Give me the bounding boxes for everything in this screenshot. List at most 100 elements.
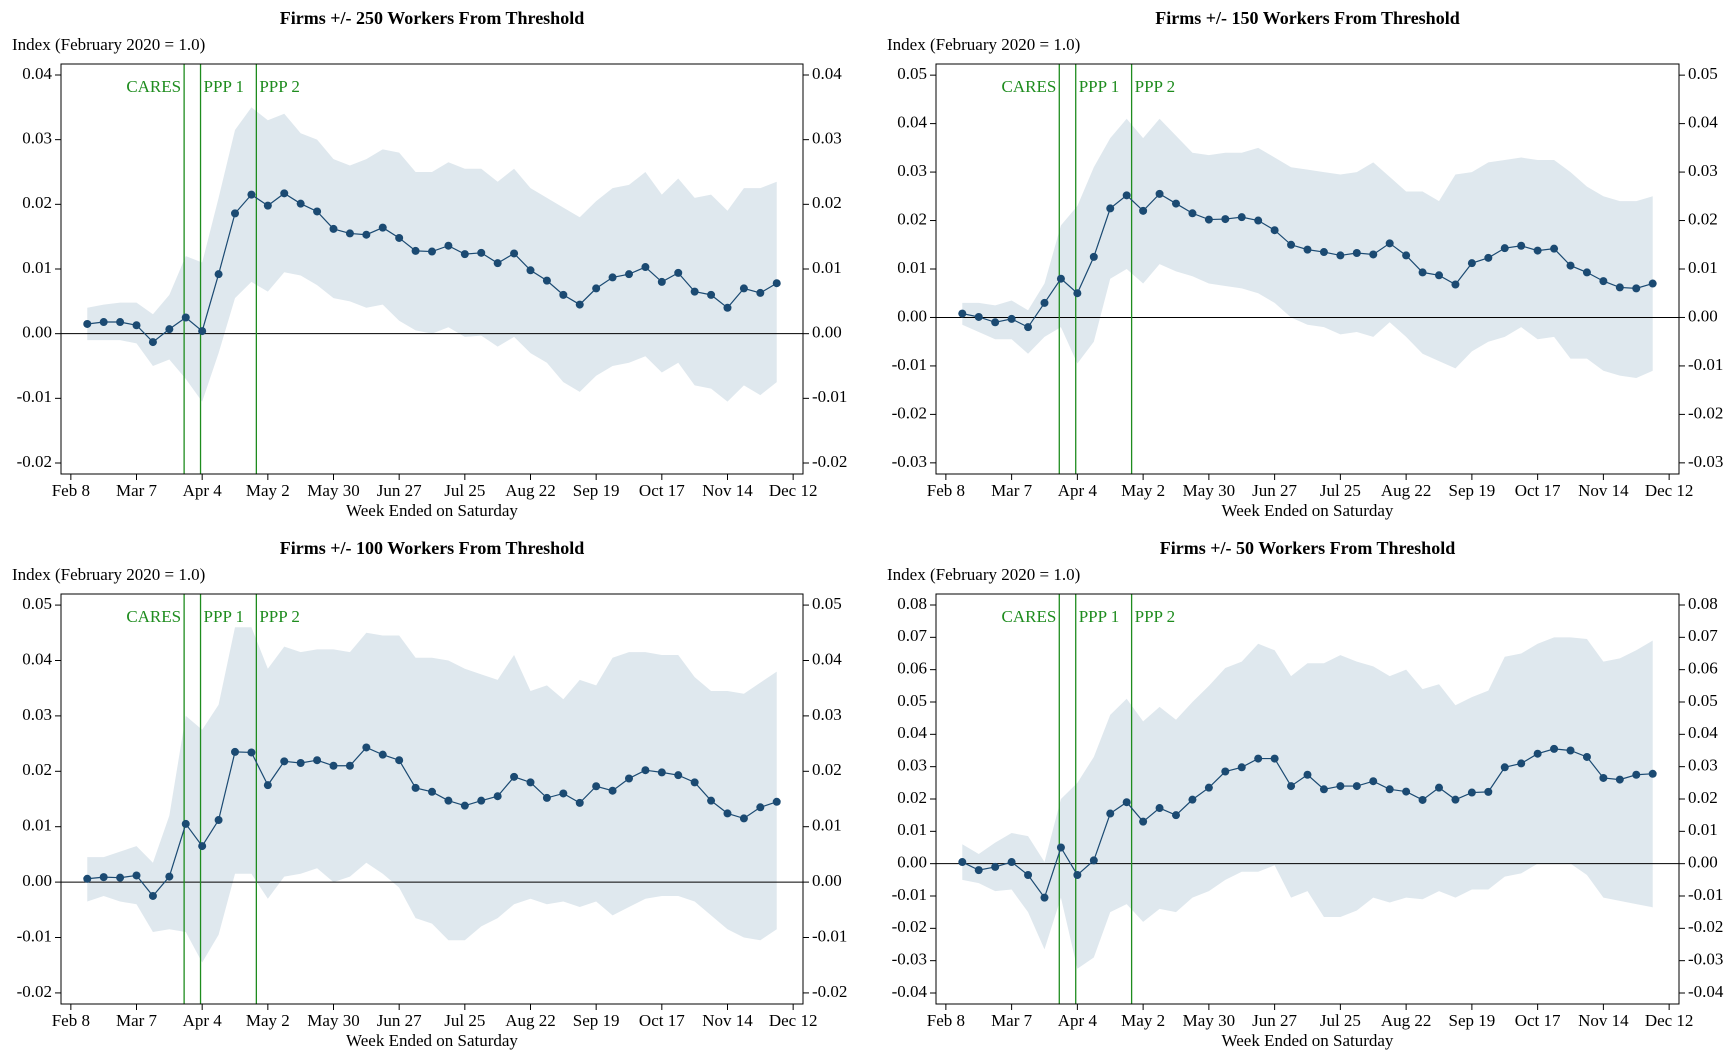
data-point bbox=[83, 874, 92, 883]
x-tick-label: Aug 22 bbox=[1381, 481, 1432, 500]
y2-tick-label: 0.04 bbox=[1688, 723, 1718, 742]
data-point bbox=[1566, 746, 1575, 755]
data-point bbox=[1188, 209, 1197, 218]
y-tick-label: -0.03 bbox=[892, 452, 927, 471]
data-point bbox=[1024, 870, 1033, 879]
data-point bbox=[214, 816, 223, 825]
y2-tick-label: -0.01 bbox=[812, 387, 847, 406]
y-axis-label: Index (February 2020 = 1.0) bbox=[12, 565, 205, 584]
y-tick-label: 0.05 bbox=[897, 64, 927, 83]
data-point bbox=[1155, 189, 1164, 198]
y2-tick-label: -0.04 bbox=[1688, 982, 1724, 1001]
x-axis-label: Week Ended on Saturday bbox=[1222, 501, 1394, 520]
data-point bbox=[559, 290, 568, 299]
y-tick-label: 0.04 bbox=[897, 113, 927, 132]
y-tick-label: 0.02 bbox=[897, 788, 927, 807]
data-point bbox=[1467, 788, 1476, 797]
y-tick-label: -0.01 bbox=[17, 926, 52, 945]
data-point bbox=[772, 279, 781, 288]
data-point bbox=[1319, 248, 1328, 257]
data-point bbox=[723, 303, 732, 312]
data-point bbox=[165, 325, 174, 334]
data-point bbox=[1221, 767, 1230, 776]
x-tick-label: Sep 19 bbox=[1449, 481, 1496, 500]
x-tick-label: Feb 8 bbox=[52, 1011, 90, 1030]
data-point bbox=[1599, 277, 1608, 286]
x-tick-label: Aug 22 bbox=[1381, 1011, 1432, 1030]
y-tick-label: 0.06 bbox=[897, 659, 927, 678]
data-point bbox=[542, 276, 551, 285]
x-tick-label: Aug 22 bbox=[505, 481, 556, 500]
y2-tick-label: 0.02 bbox=[1688, 209, 1718, 228]
data-point bbox=[974, 866, 983, 875]
x-tick-label: Feb 8 bbox=[52, 481, 90, 500]
event-label: PPP 1 bbox=[1079, 77, 1119, 96]
x-tick-label: May 30 bbox=[1183, 1011, 1235, 1030]
confidence-band bbox=[962, 637, 1653, 969]
x-tick-label: Oct 17 bbox=[1515, 481, 1561, 500]
y-tick-label: -0.02 bbox=[17, 452, 52, 471]
y-tick-label: -0.01 bbox=[892, 355, 927, 374]
y2-tick-label: 0.03 bbox=[1688, 161, 1718, 180]
data-point bbox=[1336, 782, 1345, 791]
data-point bbox=[460, 250, 469, 259]
data-point bbox=[1632, 770, 1641, 779]
y-tick-label: 0.07 bbox=[897, 626, 927, 645]
x-tick-label: Dec 12 bbox=[1645, 1011, 1694, 1030]
y-tick-label: 0.01 bbox=[897, 258, 927, 277]
x-tick-label: Sep 19 bbox=[573, 481, 620, 500]
data-point bbox=[991, 862, 1000, 871]
data-point bbox=[707, 290, 716, 299]
y2-tick-label: -0.01 bbox=[1688, 355, 1723, 374]
data-point bbox=[1237, 213, 1246, 222]
y2-tick-label: 0.00 bbox=[812, 323, 842, 342]
data-point bbox=[1319, 785, 1328, 794]
data-point bbox=[1402, 787, 1411, 796]
data-point bbox=[345, 761, 354, 770]
data-point bbox=[477, 796, 486, 805]
x-axis-label: Week Ended on Saturday bbox=[1222, 1031, 1394, 1050]
data-point bbox=[1254, 754, 1263, 763]
data-point bbox=[707, 796, 716, 805]
x-tick-label: Jun 27 bbox=[1252, 1011, 1297, 1030]
data-point bbox=[148, 338, 157, 347]
data-point bbox=[1533, 246, 1542, 255]
y-tick-label: 0.03 bbox=[22, 705, 52, 724]
data-point bbox=[1106, 809, 1115, 818]
data-point bbox=[198, 842, 207, 851]
data-point bbox=[608, 273, 617, 282]
data-point bbox=[510, 249, 519, 258]
data-point bbox=[280, 189, 289, 198]
x-tick-label: Apr 4 bbox=[183, 481, 223, 500]
data-point bbox=[1517, 759, 1526, 768]
event-label: PPP 2 bbox=[259, 77, 299, 96]
data-point bbox=[411, 783, 420, 792]
y-tick-label: -0.02 bbox=[17, 982, 52, 1001]
data-point bbox=[460, 801, 469, 810]
data-point bbox=[772, 797, 781, 806]
event-label: CARES bbox=[126, 77, 181, 96]
data-point bbox=[198, 327, 207, 336]
y-tick-label: 0.00 bbox=[897, 306, 927, 325]
y2-tick-label: 0.01 bbox=[1688, 820, 1718, 839]
data-point bbox=[624, 774, 633, 783]
chart-title: Firms +/- 250 Workers From Threshold bbox=[280, 8, 584, 28]
y2-tick-label: 0.01 bbox=[1688, 258, 1718, 277]
data-point bbox=[1500, 244, 1509, 253]
x-tick-label: Feb 8 bbox=[927, 481, 965, 500]
x-tick-label: May 2 bbox=[246, 481, 290, 500]
data-point bbox=[526, 778, 535, 787]
data-point bbox=[641, 766, 650, 775]
x-tick-label: Feb 8 bbox=[927, 1011, 965, 1030]
data-point bbox=[1484, 787, 1493, 796]
y-tick-label: 0.03 bbox=[22, 129, 52, 148]
data-point bbox=[1435, 271, 1444, 280]
x-tick-label: Oct 17 bbox=[639, 1011, 685, 1030]
data-point bbox=[493, 792, 502, 801]
x-tick-label: Dec 12 bbox=[1645, 481, 1694, 500]
data-point bbox=[1171, 811, 1180, 820]
x-tick-label: Dec 12 bbox=[769, 481, 818, 500]
data-point bbox=[1369, 777, 1378, 786]
data-point bbox=[345, 229, 354, 238]
